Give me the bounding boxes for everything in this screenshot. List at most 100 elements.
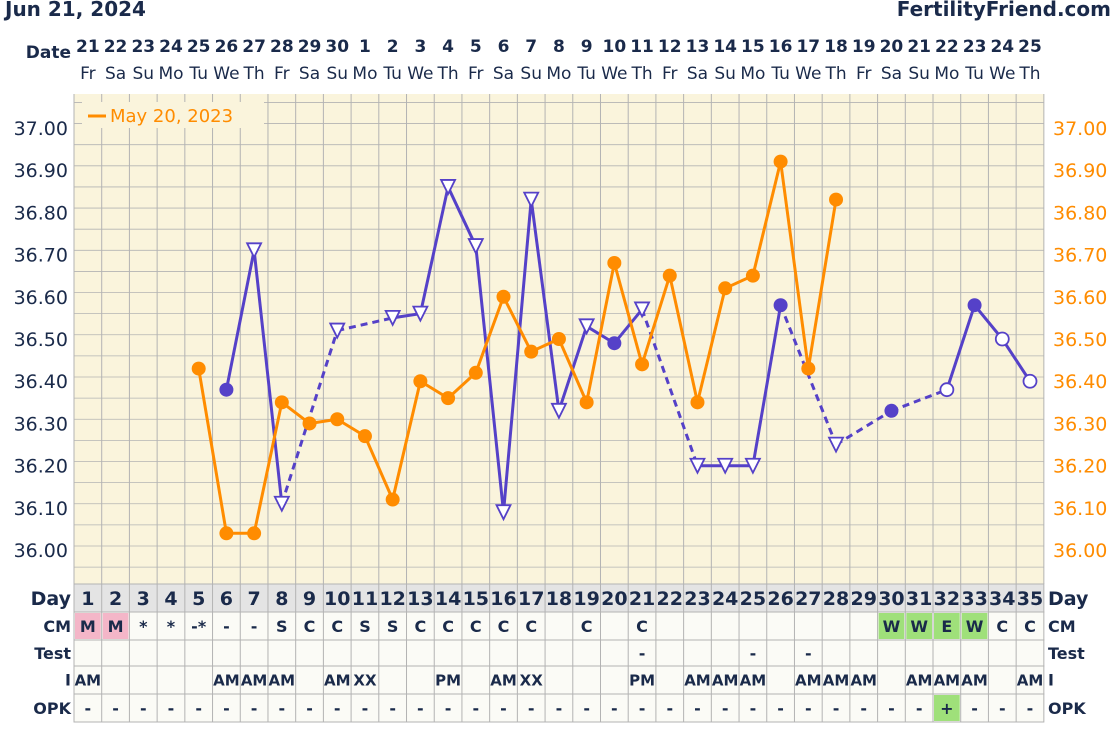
opk-cell: - bbox=[306, 699, 313, 718]
previous-point bbox=[413, 374, 428, 389]
weekday-label: Su bbox=[326, 64, 348, 84]
opk-cell: - bbox=[195, 699, 202, 718]
opk-cell: - bbox=[1027, 699, 1034, 718]
previous-segment bbox=[696, 287, 727, 403]
day-cell: 17 bbox=[518, 588, 544, 610]
y-tick-label-left: 36.20 bbox=[14, 456, 68, 478]
opk-row bbox=[73, 693, 1045, 723]
chart-date: Jun 21, 2024 bbox=[5, 0, 146, 21]
y-tick-label-right: 36.40 bbox=[1053, 371, 1107, 393]
day-cell: 34 bbox=[989, 588, 1015, 610]
y-tick-label-left: 36.50 bbox=[14, 329, 68, 351]
opk-cell: - bbox=[334, 699, 341, 718]
current-point bbox=[884, 403, 899, 418]
date-label: 11 bbox=[630, 37, 654, 57]
legend-box bbox=[82, 102, 264, 128]
current-segment bbox=[945, 304, 977, 391]
current-point bbox=[716, 457, 734, 475]
current-point bbox=[939, 382, 955, 398]
current-segment bbox=[446, 186, 478, 247]
weekday-label: Sa bbox=[105, 64, 126, 84]
previous-point bbox=[357, 429, 372, 444]
cm-cell: M bbox=[108, 617, 124, 636]
test-cell: - bbox=[639, 644, 646, 663]
weekday-label: We bbox=[601, 64, 627, 84]
intercourse-cell: AM bbox=[850, 671, 877, 689]
previous-segment bbox=[751, 161, 783, 276]
cm-cell: C bbox=[331, 617, 343, 636]
current-point bbox=[1022, 373, 1038, 389]
opk-highlight bbox=[934, 695, 960, 721]
current-segment bbox=[336, 316, 393, 333]
weekday-label: Tu bbox=[188, 64, 208, 84]
opk-cell: - bbox=[999, 699, 1006, 718]
y-axis-labels: 37.00 37.00 36.90 36.90 36.80 36.80 36.70 36.70… bbox=[14, 118, 1108, 562]
cm-cell: C bbox=[581, 617, 593, 636]
cm-cell: C bbox=[442, 617, 454, 636]
site-name: FertilityFriend.com bbox=[896, 0, 1111, 21]
y-tick-label-left: 36.70 bbox=[14, 245, 68, 267]
current-point bbox=[273, 495, 291, 513]
legend-label: May 20, 2023 bbox=[110, 106, 233, 127]
intercourse-cell: AM bbox=[241, 671, 268, 689]
day-cell: 7 bbox=[247, 588, 260, 610]
date-label: 21 bbox=[76, 37, 100, 57]
opk-cell: - bbox=[916, 699, 923, 718]
previous-point bbox=[690, 395, 705, 410]
current-segment bbox=[418, 186, 450, 314]
intercourse-cell: AM bbox=[906, 671, 933, 689]
y-tick-label-left: 36.40 bbox=[14, 371, 68, 393]
weekday-label: Fr bbox=[274, 64, 290, 84]
current-point bbox=[245, 242, 263, 260]
day-cell: 28 bbox=[823, 588, 849, 610]
weekday-label: Tu bbox=[576, 64, 596, 84]
cm-cell: C bbox=[415, 617, 427, 636]
cm-row-label-right: CM bbox=[1048, 617, 1076, 636]
y-tick-label-left: 36.10 bbox=[14, 498, 68, 520]
opk-cell: - bbox=[805, 699, 812, 718]
cm-cell: C bbox=[498, 617, 510, 636]
date-label: 3 bbox=[414, 37, 426, 57]
date-row-label: Date bbox=[26, 43, 71, 63]
date-label: 23 bbox=[963, 37, 987, 57]
weekday-label: Th bbox=[436, 64, 458, 84]
opk-cell: - bbox=[251, 699, 258, 718]
current-point bbox=[607, 336, 622, 351]
current-point bbox=[522, 191, 540, 209]
previous-point bbox=[662, 268, 677, 283]
date-label: 28 bbox=[270, 37, 294, 57]
weekday-label: We bbox=[407, 64, 433, 84]
weekday-label: Sa bbox=[881, 64, 902, 84]
day-cell: 19 bbox=[573, 588, 599, 610]
opk-cell: - bbox=[417, 699, 424, 718]
date-label: 13 bbox=[686, 37, 710, 57]
y-tick-label-left: 36.00 bbox=[14, 540, 68, 562]
test-row-label-right: Test bbox=[1048, 644, 1085, 663]
date-label: 24 bbox=[990, 37, 1014, 57]
y-tick-label-left: 36.60 bbox=[14, 287, 68, 309]
cm-cell: * bbox=[167, 617, 176, 636]
previous-segment bbox=[197, 368, 228, 534]
date-label: 14 bbox=[713, 37, 737, 57]
opk-cell: - bbox=[666, 699, 673, 718]
cm-cell: C bbox=[470, 617, 482, 636]
cm-cell: W bbox=[883, 617, 901, 636]
date-label: 25 bbox=[187, 37, 211, 57]
date-label: 5 bbox=[470, 37, 482, 57]
day-cell: 26 bbox=[767, 588, 793, 610]
opk-cell: - bbox=[472, 699, 479, 718]
cm-cell: C bbox=[996, 617, 1008, 636]
previous-point bbox=[496, 289, 511, 304]
weekday-label: Mo bbox=[740, 64, 765, 84]
previous-point bbox=[579, 395, 594, 410]
date-label: 24 bbox=[159, 37, 183, 57]
current-point bbox=[967, 298, 982, 313]
date-label: 1 bbox=[359, 37, 371, 57]
weekday-label: Fr bbox=[80, 64, 96, 84]
previous-point bbox=[441, 391, 456, 406]
current-point bbox=[328, 322, 346, 340]
current-segment bbox=[252, 250, 284, 504]
cm-row-label: CM bbox=[43, 617, 71, 636]
day-cell: 29 bbox=[851, 588, 877, 610]
y-tick-label-left: 36.90 bbox=[14, 160, 68, 182]
